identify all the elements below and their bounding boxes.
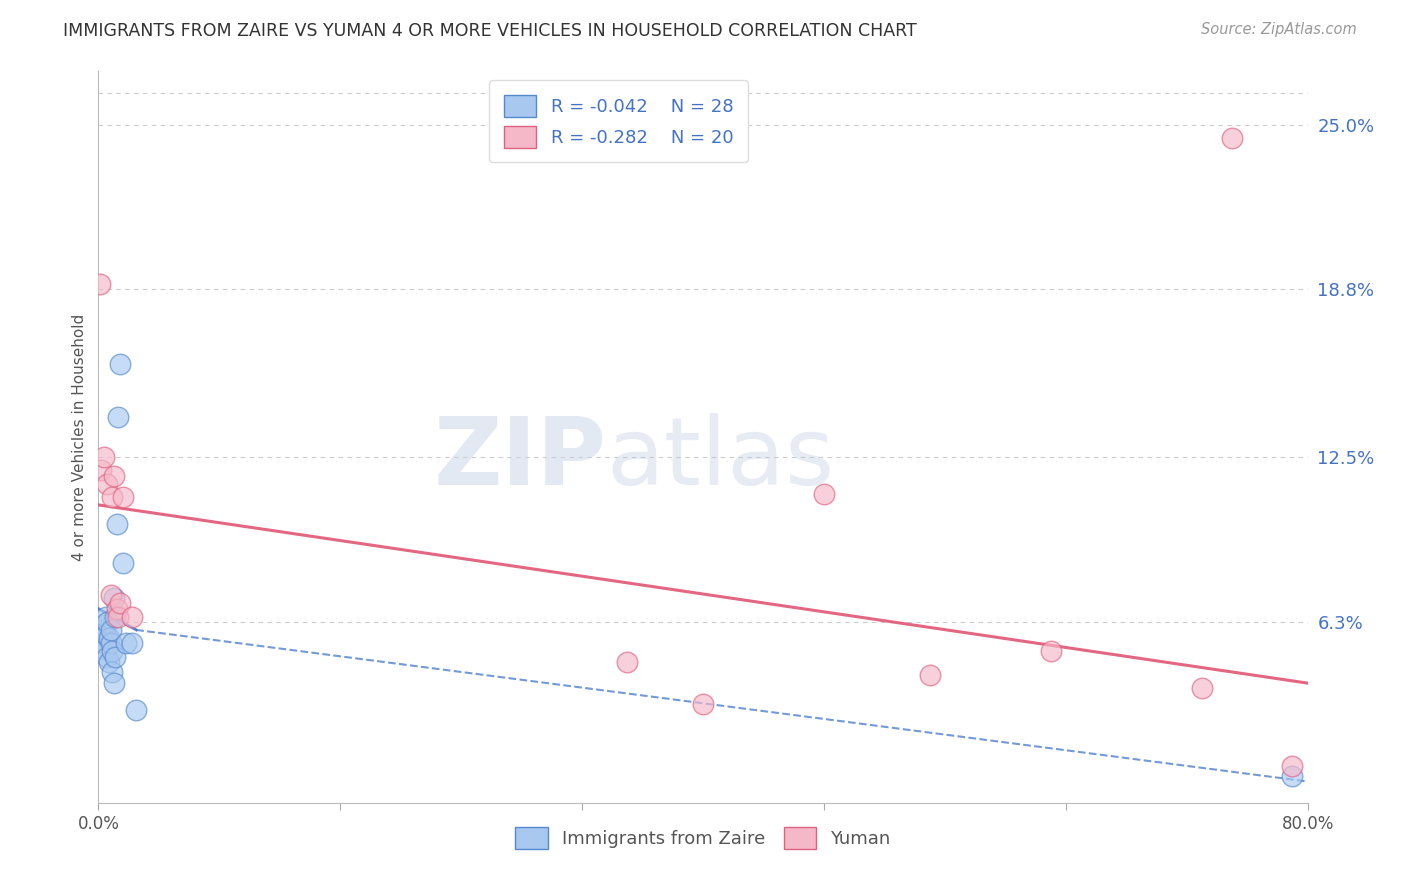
Point [108, 596, 131, 610]
Point [89, 623, 111, 637]
Point [98, 655, 121, 669]
Point [104, 609, 127, 624]
Point [101, 490, 124, 504]
Point [105, 516, 128, 531]
Point [813, 487, 835, 501]
Point [1220, 131, 1243, 145]
Point [100, 636, 122, 650]
Point [616, 655, 638, 669]
Point [90, 463, 112, 477]
Point [918, 668, 941, 682]
Point [94, 609, 117, 624]
Point [125, 703, 148, 717]
Point [89, 277, 111, 292]
Point [93, 641, 115, 656]
Text: IMMIGRANTS FROM ZAIRE VS YUMAN 4 OR MORE VEHICLES IN HOUSEHOLD CORRELATION CHART: IMMIGRANTS FROM ZAIRE VS YUMAN 4 OR MORE… [63, 22, 917, 40]
Point [107, 410, 129, 425]
Point [101, 665, 124, 680]
Legend: Immigrants from Zaire, Yuman: Immigrants from Zaire, Yuman [508, 820, 898, 856]
Point [100, 588, 122, 602]
Point [108, 357, 131, 371]
Point [121, 609, 143, 624]
Point [96, 649, 118, 664]
Point [93, 450, 115, 464]
Point [692, 698, 714, 712]
Point [1281, 758, 1303, 772]
Point [111, 557, 134, 571]
Text: Source: ZipAtlas.com: Source: ZipAtlas.com [1201, 22, 1357, 37]
Point [103, 676, 125, 690]
Point [90, 628, 112, 642]
Point [93, 623, 115, 637]
Text: ZIP: ZIP [433, 413, 606, 505]
Point [103, 591, 125, 605]
Y-axis label: 4 or more Vehicles in Household: 4 or more Vehicles in Household [72, 313, 87, 561]
Point [1191, 681, 1213, 696]
Point [105, 601, 128, 615]
Point [1039, 644, 1062, 658]
Point [103, 468, 125, 483]
Point [111, 490, 134, 504]
Point [114, 636, 136, 650]
Point [101, 644, 124, 658]
Point [91, 636, 114, 650]
Point [91, 617, 114, 632]
Point [96, 476, 118, 491]
Point [104, 649, 127, 664]
Point [96, 615, 118, 629]
Point [98, 631, 121, 645]
Point [100, 623, 122, 637]
Point [94, 628, 117, 642]
Point [107, 609, 129, 624]
Point [1281, 769, 1303, 783]
Point [121, 636, 143, 650]
Text: atlas: atlas [606, 413, 835, 505]
